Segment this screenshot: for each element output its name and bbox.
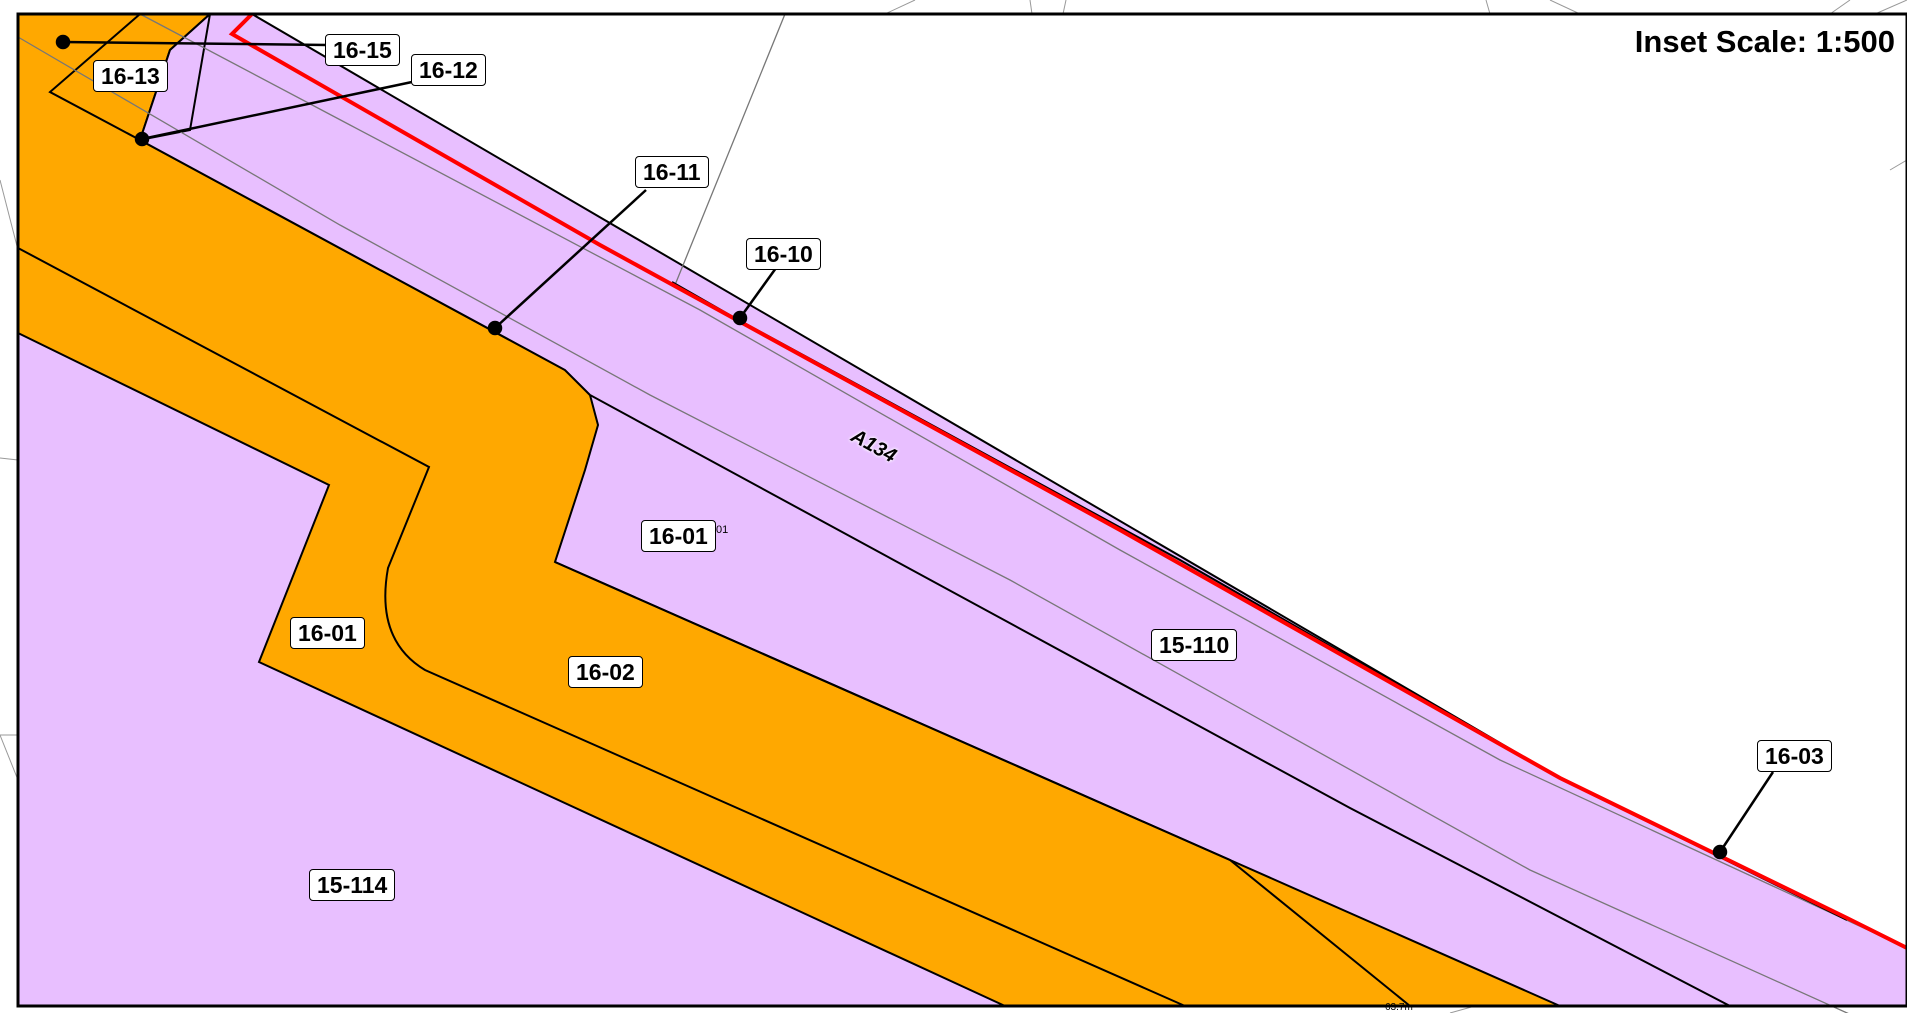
plot-label-16-11[interactable]: 16-11 — [635, 156, 709, 188]
plot-label-16-10[interactable]: 16-10 — [746, 238, 821, 270]
plot-label-16-15[interactable]: 16-15 — [325, 34, 400, 66]
contour-label: 63.7m — [1385, 1002, 1413, 1013]
plot-label-16-02[interactable]: 16-02 — [568, 656, 643, 688]
label-leaders — [55, 34, 1775, 860]
tiny-reference-text: 01 — [716, 524, 729, 536]
road-verge-zone — [138, 13, 1907, 1007]
plot-label-15-110[interactable]: 15-110 — [1151, 629, 1238, 661]
plot-16-02-outline — [554, 561, 1411, 1007]
map-frame — [16, 12, 1907, 1008]
plot-16-01-outline — [17, 247, 1186, 1007]
plot-label-16-13[interactable]: 16-13 — [93, 60, 168, 92]
plot-label-16-01-north[interactable]: 16-01 — [641, 520, 716, 552]
plot-label-15-114[interactable]: 15-114 — [309, 869, 396, 901]
inset-scale-text: Inset Scale: 1:500 — [1634, 24, 1895, 59]
order-limits-boundary — [228, 12, 1907, 950]
plot-label-16-03[interactable]: 16-03 — [1757, 740, 1832, 772]
carriageway-lines — [17, 13, 1907, 1013]
plot-label-16-01-west[interactable]: 16-01 — [290, 617, 365, 649]
plot-label-16-12[interactable]: 16-12 — [411, 54, 486, 86]
